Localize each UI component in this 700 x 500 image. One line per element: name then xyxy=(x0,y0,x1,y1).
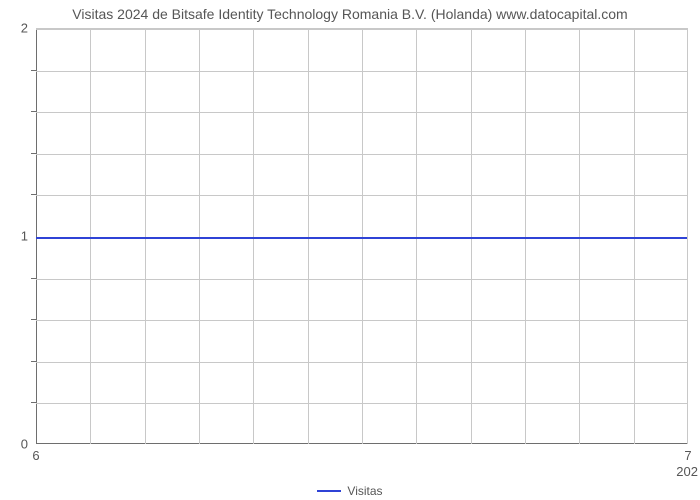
y-minor-tick xyxy=(31,361,36,362)
series-line-visitas xyxy=(36,237,687,239)
y-minor-tick xyxy=(31,194,36,195)
legend-label: Visitas xyxy=(347,484,382,498)
y-minor-tick xyxy=(31,70,36,71)
legend-swatch xyxy=(317,490,341,492)
legend: Visitas xyxy=(0,484,700,498)
y-minor-tick xyxy=(31,153,36,154)
chart-title: Visitas 2024 de Bitsafe Identity Technol… xyxy=(0,6,700,22)
chart-container: Visitas 2024 de Bitsafe Identity Technol… xyxy=(0,0,700,500)
plot-area xyxy=(36,28,688,444)
y-minor-tick xyxy=(31,278,36,279)
y-tick-label: 0 xyxy=(0,437,28,452)
y-tick-label: 2 xyxy=(0,21,28,36)
x-axis-far-label: 202 xyxy=(676,464,698,479)
y-minor-tick xyxy=(31,319,36,320)
y-minor-tick xyxy=(31,402,36,403)
x-tick-label: 6 xyxy=(32,448,39,463)
x-tick-label: 7 xyxy=(684,448,691,463)
y-minor-tick xyxy=(31,111,36,112)
y-tick-label: 1 xyxy=(0,229,28,244)
